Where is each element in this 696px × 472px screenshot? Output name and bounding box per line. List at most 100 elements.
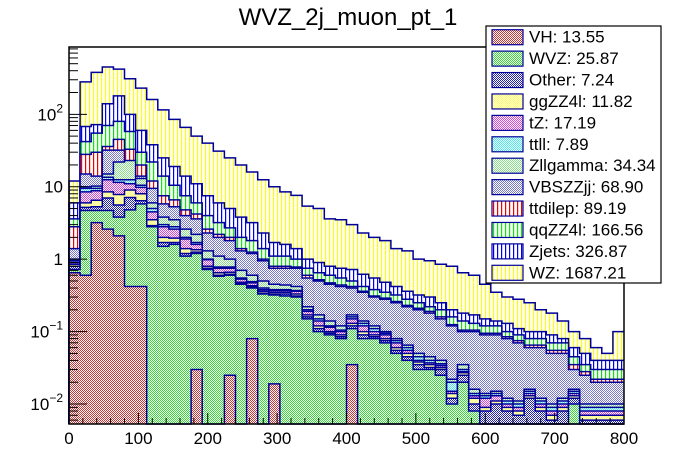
bar-vbszzjj bbox=[468, 331, 480, 424]
legend-entry-other: Other: 7.24 bbox=[491, 71, 614, 90]
bar-vbszzjj bbox=[501, 338, 513, 424]
outline-tz bbox=[68, 178, 624, 424]
bar-vbszzjj bbox=[490, 334, 502, 424]
legend-swatch bbox=[491, 114, 524, 131]
bar-vh bbox=[135, 286, 147, 424]
legend-entry-wz: WZ: 1687.21 bbox=[491, 263, 626, 282]
bar-wvz bbox=[435, 375, 447, 424]
bar-wvz bbox=[168, 244, 180, 424]
bar-vbszzjj bbox=[557, 353, 569, 424]
bar-other bbox=[546, 420, 558, 424]
legend-label: VBSZZjj: 68.90 bbox=[529, 178, 643, 197]
legend: VH: 13.55 WVZ: 25.87 Other: 7.24 ggZZ4l: 11… bbox=[485, 25, 662, 284]
bar-vbszzjj bbox=[601, 382, 613, 424]
x-tick-label: 600 bbox=[471, 429, 499, 448]
x-tick-label: 400 bbox=[332, 429, 360, 448]
bar-wvz bbox=[291, 297, 303, 424]
bar-wvz bbox=[235, 284, 247, 424]
bar-vbszzjj bbox=[546, 353, 558, 424]
legend-label: WZ: 1687.21 bbox=[529, 263, 626, 282]
bar-vh bbox=[346, 364, 358, 424]
legend-label: WVZ: 25.87 bbox=[529, 49, 619, 68]
legend-label: ttll: 7.89 bbox=[529, 135, 589, 154]
outline-qqzz4l bbox=[68, 120, 624, 424]
bar-wvz bbox=[180, 256, 192, 424]
bar-vh bbox=[113, 235, 125, 424]
bar-wvz bbox=[468, 411, 480, 424]
legend-entry-ttdilep: ttdilep: 89.19 bbox=[491, 199, 626, 218]
bar-other bbox=[601, 420, 613, 424]
bar-wvz bbox=[390, 353, 402, 424]
legend-entry-ttll: ttll: 7.89 bbox=[491, 135, 589, 154]
bar-vh bbox=[246, 338, 258, 424]
bar-vbszzjj bbox=[446, 325, 458, 424]
bar-wvz bbox=[191, 253, 203, 424]
outline-wz bbox=[68, 66, 624, 424]
y-tick-label: 10−2 bbox=[30, 391, 63, 414]
axes: 0 100 200 300 400 500 600 700 800 10−2 10−1 1 10 102 bbox=[30, 48, 638, 448]
bar-wvz bbox=[146, 226, 158, 424]
bar-other bbox=[501, 411, 513, 424]
bar-vbszzjj bbox=[579, 375, 591, 424]
bar-wvz bbox=[368, 338, 380, 424]
x-tick-label: 300 bbox=[263, 429, 291, 448]
histogram-bars bbox=[68, 66, 624, 425]
legend-label: tZ: 17.19 bbox=[529, 113, 596, 132]
legend-label: Zjets: 326.87 bbox=[529, 242, 627, 261]
bar-vh bbox=[102, 229, 114, 424]
bar-wvz bbox=[213, 276, 225, 424]
bar-vbszzjj bbox=[590, 382, 602, 424]
bar-vbszzjj bbox=[479, 334, 491, 424]
bar-wvz bbox=[457, 382, 469, 424]
bar-wvz bbox=[313, 331, 325, 424]
outline-zjets bbox=[68, 95, 624, 424]
bar-wvz bbox=[157, 246, 169, 424]
legend-label: ttdilep: 89.19 bbox=[529, 199, 626, 218]
bar-wvz bbox=[568, 404, 580, 424]
y-tick-label: 10−1 bbox=[30, 319, 63, 342]
bar-wvz bbox=[446, 404, 458, 424]
bar-other bbox=[535, 411, 547, 424]
legend-label: VH: 13.55 bbox=[529, 28, 605, 47]
legend-label: Zllgamma: 34.34 bbox=[529, 156, 656, 175]
x-tick-label: 700 bbox=[540, 429, 568, 448]
legend-swatch bbox=[491, 93, 524, 110]
legend-entry-qqzz4l: qqZZ4l: 166.56 bbox=[491, 220, 643, 239]
legend-swatch bbox=[491, 29, 524, 46]
legend-swatch bbox=[491, 221, 524, 239]
bar-vbszzjj bbox=[524, 347, 536, 424]
x-tick-label: 100 bbox=[124, 429, 152, 448]
outline-other bbox=[68, 196, 624, 424]
y-tick-label: 10 bbox=[44, 178, 63, 197]
bar-other bbox=[557, 411, 569, 424]
bar-other bbox=[524, 398, 536, 424]
legend-label: Other: 7.24 bbox=[529, 71, 614, 90]
legend-entry-tz: tZ: 17.19 bbox=[491, 113, 596, 132]
bar-vbszzjj bbox=[612, 382, 624, 424]
legend-box bbox=[485, 25, 662, 284]
bar-vh bbox=[80, 275, 92, 424]
legend-swatch bbox=[491, 71, 524, 89]
bar-wvz bbox=[279, 296, 291, 424]
legend-swatch bbox=[491, 157, 524, 174]
y-tick-label: 1 bbox=[54, 250, 63, 269]
legend-entry-vbszzjj: VBSZZjj: 68.90 bbox=[491, 178, 643, 197]
x-tick-label: 800 bbox=[610, 429, 638, 448]
legend-swatch bbox=[491, 50, 524, 67]
bar-vh bbox=[124, 286, 136, 424]
bar-vh bbox=[268, 383, 280, 424]
legend-entry-vh: VH: 13.55 bbox=[491, 28, 605, 47]
x-tick-label: 500 bbox=[402, 429, 430, 448]
bar-other bbox=[513, 415, 525, 424]
bar-wvz bbox=[257, 294, 269, 424]
legend-swatch bbox=[491, 200, 524, 217]
bar-wvz bbox=[202, 269, 214, 424]
bar-wvz bbox=[357, 338, 369, 424]
chart-title: WVZ_2j_muon_pt_1 bbox=[239, 4, 458, 31]
bar-other bbox=[612, 420, 624, 424]
bar-wvz bbox=[224, 275, 236, 424]
bar-vh bbox=[191, 369, 203, 424]
bar-other bbox=[490, 404, 502, 424]
bar-wvz bbox=[379, 342, 391, 424]
legend-swatch bbox=[491, 264, 524, 281]
